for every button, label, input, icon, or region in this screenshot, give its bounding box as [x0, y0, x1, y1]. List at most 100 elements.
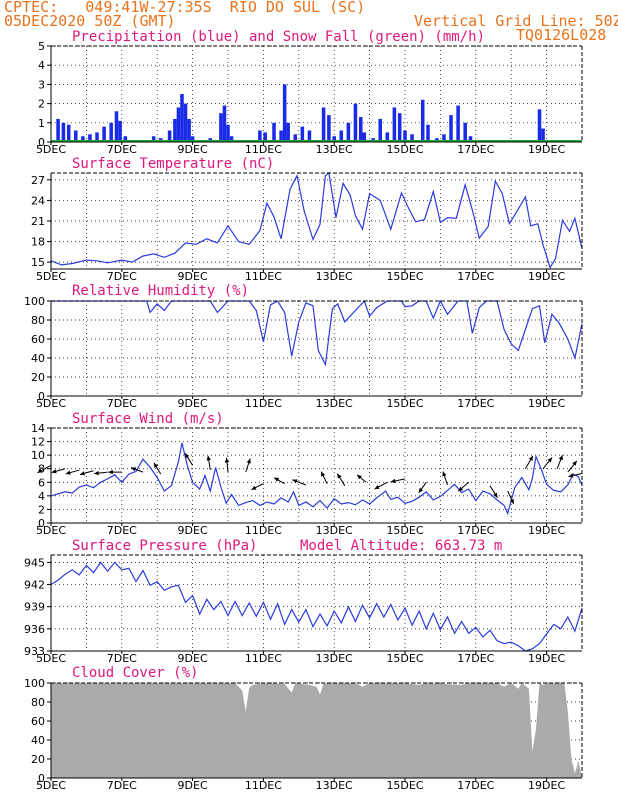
wind-arrow-head — [572, 460, 577, 466]
precip-bar — [109, 122, 113, 142]
wind-arrow-head — [94, 470, 99, 476]
precip-bar — [229, 136, 234, 142]
x-tick-label: 11DEC — [245, 143, 282, 156]
humidity-line — [51, 299, 583, 367]
x-tick-label: 9DEC — [178, 270, 208, 283]
y-tick-label: 40 — [31, 734, 45, 747]
y-tick-label: 942 — [24, 579, 45, 592]
x-tick-label: 7DEC — [107, 270, 137, 283]
precip-bar — [114, 111, 119, 142]
wind-arrow-head — [251, 485, 257, 490]
y-tick-label: 27 — [31, 174, 45, 187]
wind-arrow-head — [357, 474, 362, 480]
x-tick-label: 7DEC — [107, 779, 137, 792]
x-tick-label: 17DEC — [457, 270, 494, 283]
x-tick-label: 11DEC — [245, 524, 282, 537]
precip-bar — [300, 126, 305, 142]
wind-arrow-head — [509, 498, 514, 504]
x-tick-label: 19DEC — [528, 397, 565, 410]
y-tick-label: 100 — [24, 295, 45, 308]
precip-bar — [362, 132, 367, 142]
precip-bar — [537, 109, 542, 142]
y-tick-label: 4 — [38, 490, 45, 503]
header-model: TQ0126L028 — [516, 26, 607, 44]
wind-arrow-head — [337, 473, 342, 479]
y-tick-label: 945 — [24, 556, 45, 569]
wind-arrow-head — [458, 486, 464, 492]
wind-arrow-head — [206, 455, 211, 461]
precip-bar — [74, 130, 78, 142]
x-tick-label: 13DEC — [316, 524, 353, 537]
x-tick-label: 15DEC — [386, 270, 423, 283]
precip-bar — [176, 107, 181, 142]
y-tick-label: 933 — [24, 645, 45, 658]
y-tick-label: 2 — [38, 503, 45, 516]
y-tick-label: 4 — [38, 59, 45, 72]
precip-bar — [282, 84, 287, 142]
precip-bar — [286, 122, 290, 142]
wind-arrow-head — [37, 468, 43, 473]
x-tick-label: 9DEC — [178, 652, 208, 665]
precip-bar — [346, 122, 351, 142]
wind-arrow-head — [131, 467, 136, 472]
precip-bar — [102, 126, 106, 142]
x-tick-label: 5DEC — [36, 779, 66, 792]
y-tick-label: 80 — [31, 314, 45, 327]
precip-bar — [468, 136, 473, 142]
y-tick-label: 5 — [38, 40, 45, 53]
x-tick-label: 19DEC — [528, 270, 565, 283]
y-tick-label: 8 — [38, 463, 45, 476]
precip-bar — [81, 136, 85, 142]
y-tick-label: 20 — [31, 753, 45, 766]
y-tick-label: 2 — [38, 98, 45, 111]
wind-line — [50, 442, 583, 516]
wind-arrow-head — [51, 469, 57, 474]
precip-bar — [332, 136, 336, 142]
x-tick-label: 5DEC — [36, 524, 66, 537]
y-tick-label: 10 — [31, 449, 45, 462]
precip-bar — [392, 107, 397, 142]
x-tick-label: 11DEC — [245, 779, 282, 792]
precip-bar — [403, 130, 407, 142]
wind-arrow-head — [185, 453, 190, 459]
wind-arrow-head — [65, 470, 71, 475]
x-tick-label: 5DEC — [36, 652, 66, 665]
y-tick-label: 939 — [24, 601, 45, 614]
precip-bar — [541, 128, 545, 142]
wind-arrow-head — [547, 457, 553, 463]
wind-arrow-head — [80, 471, 85, 476]
precip-bar — [222, 105, 227, 142]
y-tick-label: 936 — [24, 623, 45, 636]
precip-bar — [151, 136, 156, 142]
y-tick-label: 12 — [31, 436, 45, 449]
y-tick-label: 14 — [31, 422, 45, 435]
panel-title-humidity: Relative Humidity (%) — [72, 283, 250, 299]
x-tick-label: 9DEC — [178, 524, 208, 537]
precip-bar — [327, 115, 331, 142]
precip-bar — [61, 122, 66, 142]
precip-bar — [397, 113, 402, 142]
precip-bar — [358, 117, 363, 142]
precip-bar — [353, 103, 358, 142]
wind-arrow-head — [568, 473, 574, 478]
precip-bar — [279, 130, 283, 142]
x-tick-label: 5DEC — [36, 270, 66, 283]
precip-bar — [442, 134, 446, 142]
x-tick-label: 5DEC — [36, 397, 66, 410]
wind-arrow-head — [390, 478, 396, 484]
precip-bar — [385, 132, 390, 142]
x-tick-label: 9DEC — [178, 397, 208, 410]
precip-bar — [456, 105, 460, 142]
y-tick-label: 1 — [38, 117, 45, 130]
x-tick-label: 9DEC — [178, 779, 208, 792]
x-tick-label: 13DEC — [316, 652, 353, 665]
wind-arrow-head — [292, 479, 298, 484]
precip-bar — [226, 124, 230, 142]
y-tick-label: 100 — [24, 677, 45, 690]
panel-title-temperature: Surface Temperature (nC) — [72, 156, 275, 172]
precip-bar — [449, 115, 453, 142]
x-tick-label: 15DEC — [386, 652, 423, 665]
precip-bar — [321, 107, 326, 142]
